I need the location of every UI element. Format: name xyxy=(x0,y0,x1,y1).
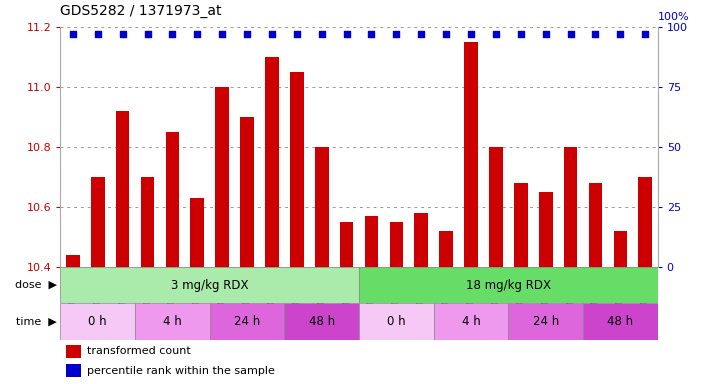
Bar xyxy=(60,267,359,303)
Bar xyxy=(439,231,453,267)
Bar xyxy=(284,303,359,340)
Point xyxy=(67,31,78,37)
Bar xyxy=(514,183,528,267)
Bar xyxy=(215,87,229,267)
Bar xyxy=(638,177,652,267)
Point xyxy=(440,31,452,37)
Point xyxy=(490,31,501,37)
Bar xyxy=(66,345,81,358)
Bar xyxy=(415,213,428,267)
Text: 48 h: 48 h xyxy=(607,315,634,328)
Bar xyxy=(141,177,154,267)
Bar xyxy=(365,216,378,267)
Bar xyxy=(315,147,328,267)
Bar xyxy=(91,177,105,267)
Text: 4 h: 4 h xyxy=(461,315,481,328)
Bar xyxy=(359,303,434,340)
Point xyxy=(191,31,203,37)
Text: 0 h: 0 h xyxy=(88,315,107,328)
Point xyxy=(266,31,277,37)
Text: time  ▶: time ▶ xyxy=(16,316,57,327)
Point xyxy=(465,31,476,37)
Text: dose  ▶: dose ▶ xyxy=(15,280,57,290)
Point xyxy=(415,31,427,37)
Point xyxy=(117,31,128,37)
Text: 48 h: 48 h xyxy=(309,315,335,328)
Point xyxy=(241,31,253,37)
Bar xyxy=(240,117,254,267)
Point xyxy=(341,31,352,37)
Text: 3 mg/kg RDX: 3 mg/kg RDX xyxy=(171,279,249,291)
Bar xyxy=(539,192,552,267)
Bar xyxy=(464,42,478,267)
Point xyxy=(639,31,651,37)
Point xyxy=(614,31,626,37)
Bar xyxy=(564,147,577,267)
Point xyxy=(92,31,104,37)
Bar xyxy=(390,222,403,267)
Point xyxy=(365,31,377,37)
Bar xyxy=(589,183,602,267)
Bar xyxy=(265,57,279,267)
Bar xyxy=(340,222,353,267)
Point xyxy=(316,31,327,37)
Point xyxy=(292,31,303,37)
Bar xyxy=(290,72,304,267)
Bar xyxy=(116,111,129,267)
Bar xyxy=(135,303,210,340)
Bar xyxy=(359,267,658,303)
Point xyxy=(515,31,526,37)
Bar xyxy=(508,303,583,340)
Bar xyxy=(191,198,204,267)
Point xyxy=(589,31,601,37)
Point xyxy=(216,31,228,37)
Text: GDS5282 / 1371973_at: GDS5282 / 1371973_at xyxy=(60,4,222,18)
Bar xyxy=(66,364,81,377)
Text: transformed count: transformed count xyxy=(87,346,191,356)
Text: percentile rank within the sample: percentile rank within the sample xyxy=(87,366,275,376)
Bar xyxy=(60,303,135,340)
Point xyxy=(391,31,402,37)
Text: 4 h: 4 h xyxy=(163,315,182,328)
Bar xyxy=(583,303,658,340)
Text: 24 h: 24 h xyxy=(234,315,260,328)
Point xyxy=(141,31,154,37)
Point xyxy=(565,31,576,37)
Text: 100%: 100% xyxy=(658,12,689,22)
Point xyxy=(166,31,178,37)
Bar xyxy=(614,231,627,267)
Text: 0 h: 0 h xyxy=(387,315,406,328)
Bar xyxy=(210,303,284,340)
Text: 24 h: 24 h xyxy=(533,315,559,328)
Bar xyxy=(434,303,508,340)
Bar xyxy=(66,255,80,267)
Bar xyxy=(489,147,503,267)
Point xyxy=(540,31,551,37)
Text: 18 mg/kg RDX: 18 mg/kg RDX xyxy=(466,279,551,291)
Bar xyxy=(166,132,179,267)
